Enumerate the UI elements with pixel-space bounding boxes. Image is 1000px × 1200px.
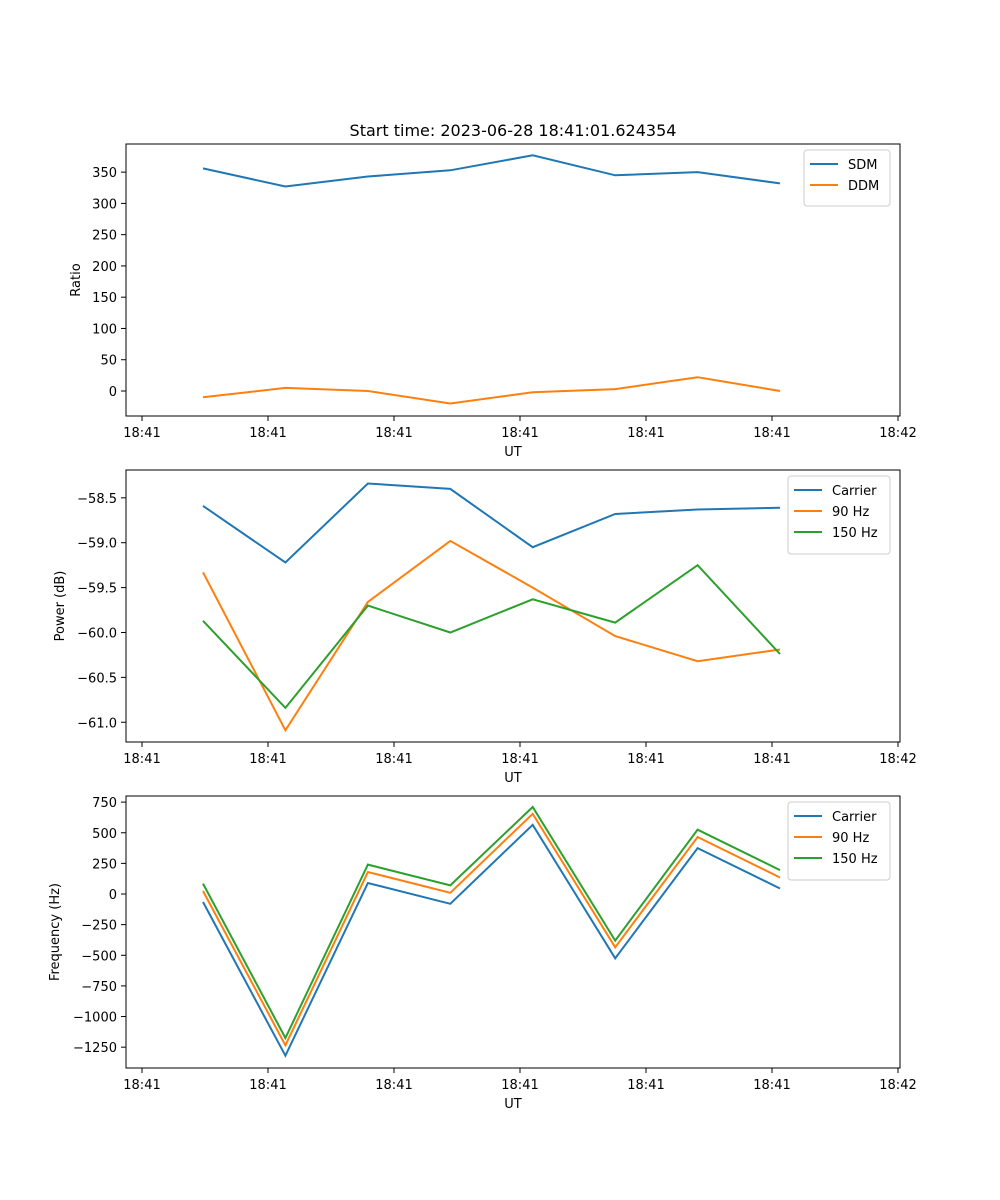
frequency-x-tick-label: 18:41 (375, 1078, 412, 1093)
ratio-y-tick-label: 200 (92, 260, 117, 275)
frequency-y-tick-label: −1000 (73, 1011, 117, 1026)
frequency-y-tick-label: 750 (92, 796, 117, 811)
frequency-x-tick-label: 18:41 (123, 1078, 160, 1093)
power-x-tick-label: 18:41 (501, 752, 538, 767)
power-y-tick-label: −61.0 (77, 716, 117, 731)
power-y-tick-label: −59.5 (77, 582, 117, 597)
power-y-axis-label: Power (dB) (53, 571, 68, 642)
frequency-y-tick-label: −250 (81, 919, 117, 934)
frequency-x-axis-label: UT (504, 1097, 522, 1112)
ratio-y-tick-label: 250 (92, 229, 117, 244)
ratio-x-tick-label: 18:41 (501, 426, 538, 441)
frequency-y-tick-label: −500 (81, 949, 117, 964)
ratio-legend-label: DDM (848, 179, 879, 194)
frequency-y-axis-label: Frequency (Hz) (48, 883, 63, 981)
frequency-y-tick-label: 250 (92, 857, 117, 872)
ratio-y-tick-label: 100 (92, 322, 117, 337)
ratio-series-line-0 (202, 154, 781, 188)
frequency-series-line-2 (202, 805, 781, 1041)
frequency-series-line-0 (202, 823, 781, 1058)
power-y-tick-label: −60.0 (77, 626, 117, 641)
frequency-x-tick-label: 18:41 (753, 1078, 790, 1093)
power-x-tick-label: 18:41 (753, 752, 790, 767)
power-x-axis-label: UT (504, 771, 522, 786)
ratio-y-tick-label: 300 (92, 197, 117, 212)
power-legend-label: Carrier (832, 484, 877, 499)
power-series-line-1 (202, 539, 781, 733)
frequency-axes-frame (125, 795, 901, 1069)
ratio-x-axis-label: UT (504, 445, 522, 460)
power-legend-label: 90 Hz (832, 505, 869, 520)
power-legend (787, 475, 891, 555)
ratio-y-tick-label: 150 (92, 291, 117, 306)
frequency-y-tick-label: −1250 (73, 1041, 117, 1056)
ratio-legend-label: SDM (848, 158, 877, 173)
power-y-tick-label: −59.0 (77, 537, 117, 552)
ratio-x-tick-label: 18:41 (627, 426, 664, 441)
power-x-tick-label: 18:42 (879, 752, 916, 767)
ratio-y-axis-label: Ratio (69, 263, 84, 296)
frequency-series-line-1 (202, 812, 781, 1048)
power-legend-label: 150 Hz (832, 526, 878, 541)
frequency-legend-label: Carrier (832, 810, 877, 825)
ratio-panel: 18:41 18:41 18:41 18:41 18:41 18:41 18:42 UT 0 50… (69, 143, 917, 460)
frequency-legend-label: 150 Hz (832, 852, 878, 867)
ratio-x-tick-label: 18:41 (753, 426, 790, 441)
ratio-x-tick-label: 18:42 (879, 426, 916, 441)
power-x-tick-label: 18:41 (249, 752, 286, 767)
ratio-x-tick-label: 18:41 (123, 426, 160, 441)
frequency-y-tick-label: 500 (92, 827, 117, 842)
power-series-line-2 (202, 563, 781, 710)
ratio-x-tick-label: 18:41 (249, 426, 286, 441)
frequency-x-tick-label: 18:41 (501, 1078, 538, 1093)
power-x-tick-label: 18:41 (627, 752, 664, 767)
power-series-line-0 (202, 482, 781, 564)
frequency-legend (787, 801, 891, 881)
figure-title: Start time: 2023-06-28 18:41:01.624354 (350, 121, 677, 140)
ratio-axes-frame (125, 143, 901, 417)
power-x-tick-label: 18:41 (123, 752, 160, 767)
frequency-y-tick-label: −750 (81, 980, 117, 995)
ratio-x-tick-label: 18:41 (375, 426, 412, 441)
frequency-x-tick-label: 18:41 (249, 1078, 286, 1093)
ratio-y-tick-label: 0 (109, 385, 117, 400)
frequency-y-tick-label: 0 (109, 888, 117, 903)
ratio-y-tick-label: 50 (100, 354, 117, 369)
ratio-series-line-1 (202, 376, 781, 405)
frequency-x-tick-label: 18:41 (627, 1078, 664, 1093)
frequency-panel: 18:41 18:41 18:41 18:41 18:41 18:41 18:42 UT 750… (48, 795, 917, 1112)
ratio-y-tick-label: 350 (92, 166, 117, 181)
power-y-tick-label: −60.5 (77, 671, 117, 686)
power-panel: 18:41 18:41 18:41 18:41 18:41 18:41 18:42 UT −58… (53, 469, 917, 786)
frequency-x-tick-label: 18:42 (879, 1078, 916, 1093)
power-axes-frame (125, 469, 901, 743)
power-x-tick-label: 18:41 (375, 752, 412, 767)
power-y-tick-label: −58.5 (77, 492, 117, 507)
frequency-legend-label: 90 Hz (832, 831, 869, 846)
